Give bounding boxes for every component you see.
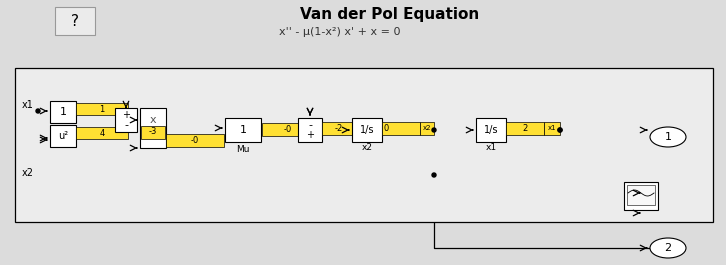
FancyBboxPatch shape (15, 68, 713, 222)
FancyBboxPatch shape (382, 122, 420, 135)
Text: -3: -3 (149, 127, 158, 136)
Text: x1: x1 (486, 144, 497, 152)
FancyBboxPatch shape (225, 118, 261, 142)
Text: -0: -0 (191, 136, 199, 145)
FancyBboxPatch shape (506, 122, 544, 135)
FancyBboxPatch shape (50, 125, 76, 147)
Circle shape (558, 128, 562, 132)
FancyBboxPatch shape (476, 118, 506, 142)
Text: 1: 1 (99, 104, 105, 113)
FancyBboxPatch shape (55, 7, 95, 35)
Text: 1: 1 (664, 132, 672, 142)
Text: 2: 2 (523, 124, 528, 133)
FancyBboxPatch shape (322, 122, 356, 135)
FancyBboxPatch shape (352, 118, 382, 142)
Text: 1/s: 1/s (484, 125, 498, 135)
FancyBboxPatch shape (140, 108, 166, 148)
Circle shape (432, 128, 436, 132)
Text: u²: u² (58, 131, 68, 141)
FancyBboxPatch shape (76, 127, 128, 139)
Text: 1/s: 1/s (360, 125, 374, 135)
FancyBboxPatch shape (166, 134, 224, 147)
Text: -0: -0 (284, 125, 292, 134)
Text: Van der Pol Equation: Van der Pol Equation (301, 7, 480, 21)
Text: x2: x2 (423, 126, 431, 131)
Text: x1: x1 (22, 100, 34, 110)
Text: 4: 4 (99, 129, 105, 138)
Text: -: - (124, 120, 128, 130)
Text: x1: x1 (547, 126, 556, 131)
Text: x2: x2 (22, 168, 34, 178)
Text: +: + (306, 130, 314, 140)
Text: 1: 1 (240, 125, 247, 135)
Ellipse shape (650, 127, 686, 147)
Text: -: - (308, 120, 312, 130)
FancyBboxPatch shape (298, 118, 322, 142)
Text: +: + (122, 110, 130, 120)
FancyBboxPatch shape (262, 123, 314, 136)
Text: x: x (150, 115, 156, 125)
Text: -2: -2 (335, 124, 343, 133)
Text: 0: 0 (384, 124, 389, 133)
FancyBboxPatch shape (544, 122, 560, 135)
Circle shape (36, 109, 40, 113)
Text: x2: x2 (362, 144, 372, 152)
Text: ?: ? (71, 15, 79, 29)
FancyBboxPatch shape (76, 103, 128, 115)
FancyBboxPatch shape (624, 182, 658, 210)
FancyBboxPatch shape (115, 108, 137, 132)
Circle shape (558, 128, 562, 132)
FancyBboxPatch shape (627, 185, 655, 205)
Ellipse shape (650, 238, 686, 258)
FancyBboxPatch shape (50, 101, 76, 123)
Text: Mu: Mu (236, 144, 250, 153)
Circle shape (432, 173, 436, 177)
Text: 2: 2 (664, 243, 672, 253)
Text: 1: 1 (60, 107, 67, 117)
FancyBboxPatch shape (420, 122, 434, 135)
Text: x'' - μ(1-x²) x' + x = 0: x'' - μ(1-x²) x' + x = 0 (280, 27, 401, 37)
FancyBboxPatch shape (141, 126, 165, 139)
